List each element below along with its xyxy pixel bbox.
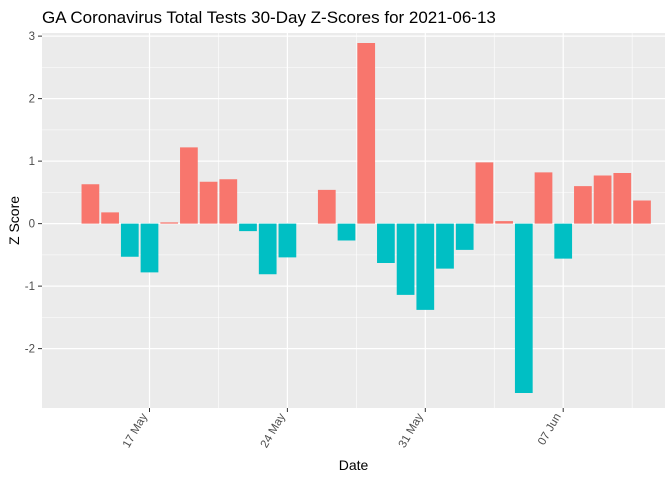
bar xyxy=(140,223,159,273)
y-tick-label: 1 xyxy=(29,156,35,168)
x-tick-label: 17 May xyxy=(121,411,150,450)
bar xyxy=(416,223,435,310)
bar xyxy=(357,43,376,224)
bar xyxy=(278,223,297,258)
bar xyxy=(199,181,218,224)
bar xyxy=(317,189,336,224)
bar xyxy=(534,172,553,224)
x-tick-label: 07 Jun xyxy=(536,412,564,448)
x-tick-label: 31 May xyxy=(397,411,426,450)
x-axis-title: Date xyxy=(339,457,369,473)
bar xyxy=(337,223,356,241)
y-tick-label: 3 xyxy=(29,31,35,43)
y-axis-title: Z Score xyxy=(6,196,22,245)
bar xyxy=(396,223,415,295)
y-axis: -2 -1 0 1 2 3 xyxy=(25,31,42,356)
y-tick-label: 0 xyxy=(29,219,35,231)
bar xyxy=(180,147,198,224)
y-tick-label: -2 xyxy=(25,344,35,356)
bars xyxy=(81,43,651,393)
bar xyxy=(436,223,454,269)
bar xyxy=(633,200,651,224)
plot-panel xyxy=(42,33,665,408)
bar xyxy=(219,179,238,224)
bar xyxy=(258,223,277,275)
bar xyxy=(475,162,494,224)
bar xyxy=(377,223,395,263)
bar xyxy=(554,223,573,259)
y-tick-label: 2 xyxy=(29,94,35,106)
bar xyxy=(120,223,139,257)
bar xyxy=(81,184,100,224)
chart-title: GA Coronavirus Total Tests 30-Day Z-Scor… xyxy=(42,8,496,27)
bar xyxy=(101,212,119,224)
bar xyxy=(613,173,632,224)
bar xyxy=(495,221,513,224)
x-tick-label: 24 May xyxy=(259,411,288,450)
bar xyxy=(455,223,474,250)
y-tick-label: -1 xyxy=(25,281,35,293)
bar xyxy=(514,223,533,393)
bar xyxy=(160,222,179,224)
bar xyxy=(239,223,257,232)
bar xyxy=(593,175,612,224)
bar xyxy=(574,186,592,224)
